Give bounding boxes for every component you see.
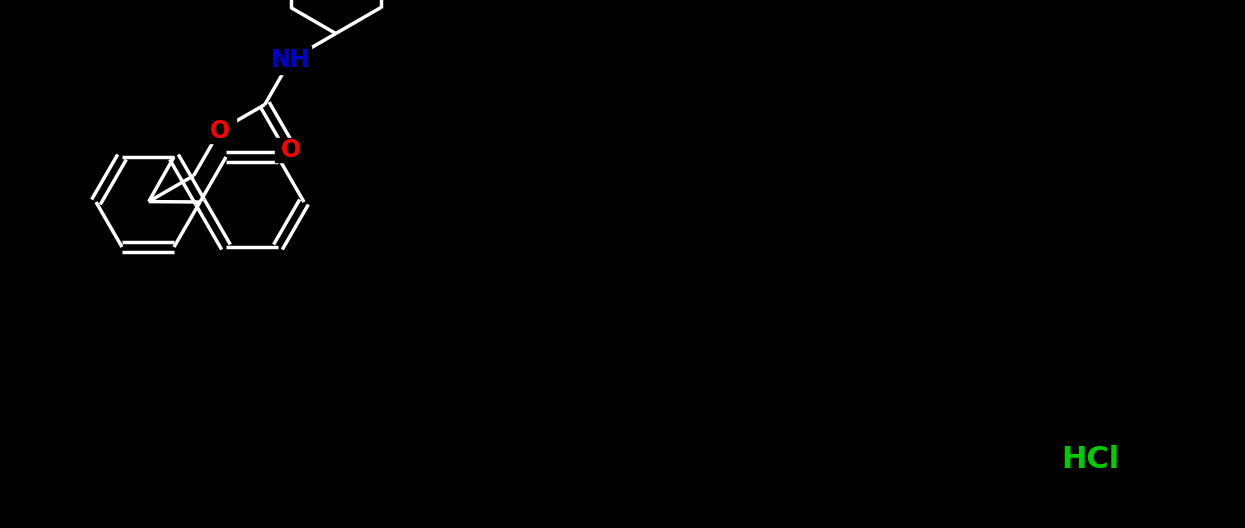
- Bar: [275, 138, 306, 162]
- Text: O: O: [280, 138, 301, 162]
- Bar: [271, 45, 311, 73]
- Text: HCl: HCl: [1061, 446, 1119, 475]
- Bar: [204, 119, 235, 143]
- Text: O: O: [209, 119, 230, 143]
- Text: NH: NH: [271, 48, 310, 71]
